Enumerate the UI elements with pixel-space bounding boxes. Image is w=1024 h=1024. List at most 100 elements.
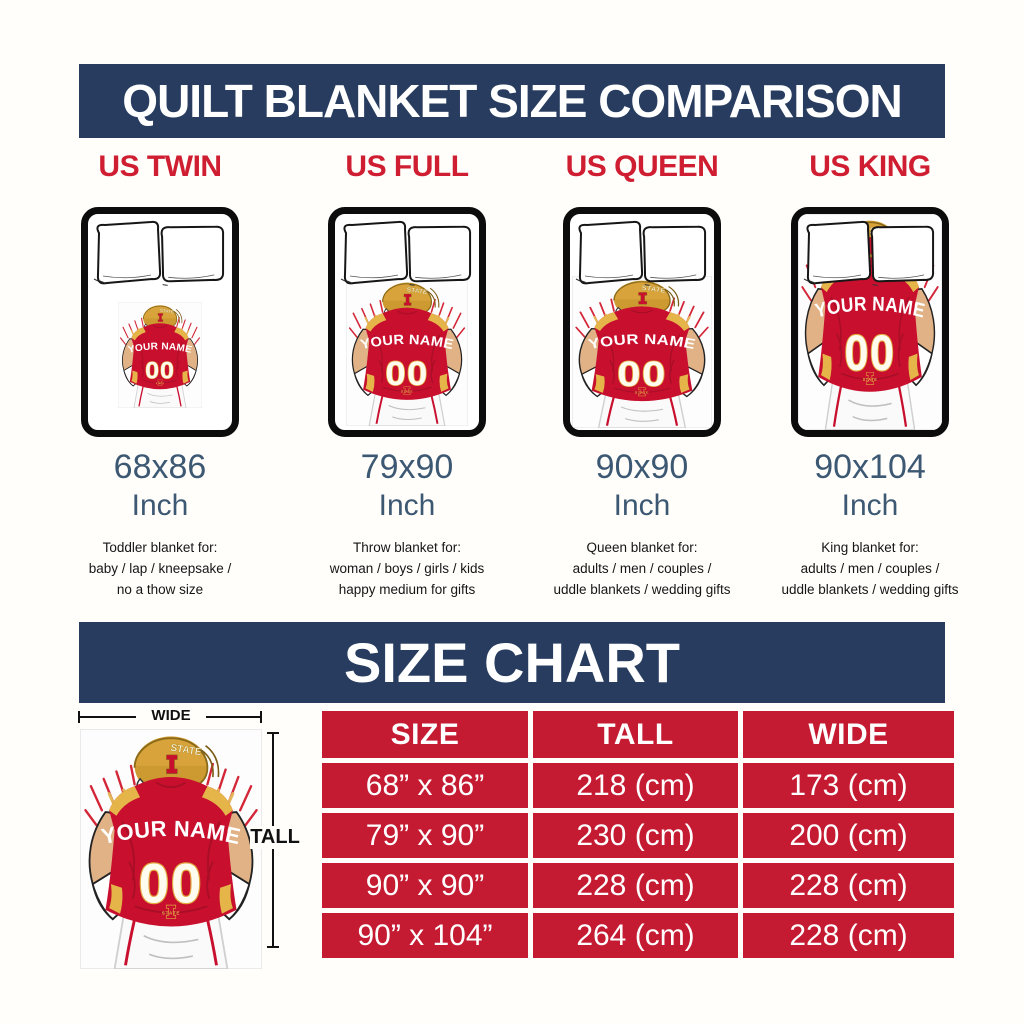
pillow-left — [340, 220, 409, 285]
svg-text:STATE: STATE — [162, 910, 180, 916]
wide-dimension-tick-right — [260, 711, 262, 723]
pillow-left — [575, 220, 644, 285]
column-label: US KING — [809, 150, 931, 183]
table-header-wide: WIDE — [743, 711, 954, 758]
column-label: US TWIN — [98, 150, 222, 183]
table-cell-size: 90” x 104” — [322, 913, 528, 958]
table-cell-tall: 230 (cm) — [533, 813, 738, 858]
pillows-illustration — [803, 220, 935, 286]
jersey-name-text: YOUR NAME — [359, 331, 455, 352]
pillows-illustration — [575, 220, 707, 286]
size-unit: Inch — [131, 489, 189, 522]
table-cell-wide: 228 (cm) — [743, 863, 954, 908]
jersey-small-logo: STATE — [162, 904, 180, 919]
helmet-state-text: STATE — [641, 284, 666, 294]
desc-line: adults / men / couples / — [800, 561, 940, 576]
desc-line: Throw blanket for: — [352, 540, 462, 555]
column-label: US QUEEN — [565, 150, 719, 183]
pillow-left — [803, 220, 872, 285]
size-description: Toddler blanket for: baby / lap / kneeps… — [35, 537, 285, 600]
size-unit: Inch — [613, 489, 671, 522]
pillow-left — [93, 220, 162, 285]
helmet-logo-i — [157, 313, 164, 322]
player-pants — [113, 914, 229, 969]
table-cell-tall: 264 (cm) — [533, 913, 738, 958]
size-description: King blanket for: adults / men / couples… — [745, 537, 995, 600]
table-cell-wide: 228 (cm) — [743, 913, 954, 958]
column-us-twin: US TWIN — [45, 150, 275, 597]
tall-label: TALL — [250, 826, 300, 849]
desc-line: King blanket for: — [821, 540, 919, 555]
pillows-illustration — [93, 220, 225, 286]
size-value: 90x90 — [595, 448, 689, 486]
desc-line: woman / boys / girls / kids — [329, 561, 485, 576]
size-value: 79x90 — [360, 448, 454, 486]
main-title: QUILT BLANKET SIZE COMPARISON — [122, 75, 902, 127]
column-us-king: US KING STATE — [755, 150, 985, 597]
table-cell-tall: 228 (cm) — [533, 863, 738, 908]
size-chart-banner: SIZE CHART — [79, 622, 945, 703]
jersey-body — [363, 307, 451, 400]
size-unit: Inch — [841, 489, 899, 522]
desc-line: happy medium for gifts — [338, 582, 476, 597]
helmet-logo-i — [638, 292, 648, 305]
table-cell-wide: 173 (cm) — [743, 763, 954, 808]
jersey-body — [105, 777, 237, 927]
jersey-small-logo: STATE — [401, 386, 413, 396]
bed-illustration: STATE YOUR NAME 00 STATE — [563, 207, 721, 437]
pillow-right — [407, 225, 472, 286]
bed-illustration: STATE YOUR NAME 00 STATE — [81, 207, 239, 437]
table-cell-size: 79” x 90” — [322, 813, 528, 858]
size-chart-title: SIZE CHART — [344, 631, 680, 694]
jersey-blanket-illustration: STATE YOUR NAME 00 STATE — [118, 302, 202, 408]
desc-line: adults / men / couples / — [572, 561, 712, 576]
bed-illustration: STATE YOUR NAME 00 STATE — [791, 207, 949, 437]
tall-dimension-tick-top — [267, 732, 279, 734]
jersey-artwork-large: STATE YOUR NAME 00 STATE — [80, 729, 262, 969]
jersey-body — [591, 306, 693, 402]
pillow-right — [642, 225, 707, 286]
size-value: 90x104 — [814, 448, 926, 486]
table-cell-size: 90” x 90” — [322, 863, 528, 908]
tall-dimension-tick-bottom — [267, 946, 279, 948]
column-label: US FULL — [345, 150, 469, 183]
svg-text:STATE: STATE — [401, 389, 413, 393]
column-us-queen: US QUEEN — [527, 150, 757, 597]
desc-line: no a thow size — [116, 582, 204, 597]
svg-text:STATE: STATE — [863, 377, 878, 382]
jersey-small-logo: STATE — [863, 372, 878, 385]
table-cell-size: 68” x 86” — [322, 763, 528, 808]
main-title-banner: QUILT BLANKET SIZE COMPARISON — [79, 64, 945, 138]
helmet-state-text: STATE — [170, 743, 203, 759]
table-cell-tall: 218 (cm) — [533, 763, 738, 808]
wide-label: WIDE — [136, 707, 206, 724]
jersey-small-logo: STATE — [635, 387, 649, 397]
jersey-small-logo: STATE — [156, 379, 164, 386]
jersey-body — [129, 323, 191, 390]
jersey-name-text: YOUR NAME — [587, 332, 697, 353]
jersey-name-text: YOUR NAME — [127, 341, 193, 356]
jersey-blanket-illustration: STATE YOUR NAME 00 STATE — [572, 276, 712, 428]
jersey-number-text: 00 — [139, 852, 203, 914]
helmet-logo-i — [403, 293, 412, 306]
pillows-illustration — [340, 220, 472, 286]
helmet-state-text: STATE — [406, 287, 429, 297]
size-description: Throw blanket for: woman / boys / girls … — [282, 537, 532, 600]
size-unit: Inch — [378, 489, 436, 522]
helmet-logo-i — [166, 754, 178, 774]
table-header-tall: TALL — [533, 711, 738, 758]
desc-line: Toddler blanket for: — [102, 540, 218, 555]
size-description: Queen blanket for: adults / men / couple… — [517, 537, 767, 600]
table-cell-wide: 200 (cm) — [743, 813, 954, 858]
wide-dimension-tick-left — [78, 711, 80, 723]
size-table: SIZE TALL WIDE 68” x 86” 218 (cm) 173 (c… — [322, 711, 954, 958]
desc-line: uddle blankets / wedding gifts — [553, 582, 731, 597]
jersey-blanket-illustration: STATE YOUR NAME 00 STATE — [346, 278, 468, 426]
pillow-right — [160, 225, 225, 286]
column-us-full: US FULL — [292, 150, 522, 597]
size-value: 68x86 — [113, 448, 207, 486]
bed-illustration: STATE YOUR NAME 00 STATE — [328, 207, 486, 437]
desc-line: Queen blanket for: — [586, 540, 698, 555]
helmet-state-text: STATE — [159, 308, 174, 315]
